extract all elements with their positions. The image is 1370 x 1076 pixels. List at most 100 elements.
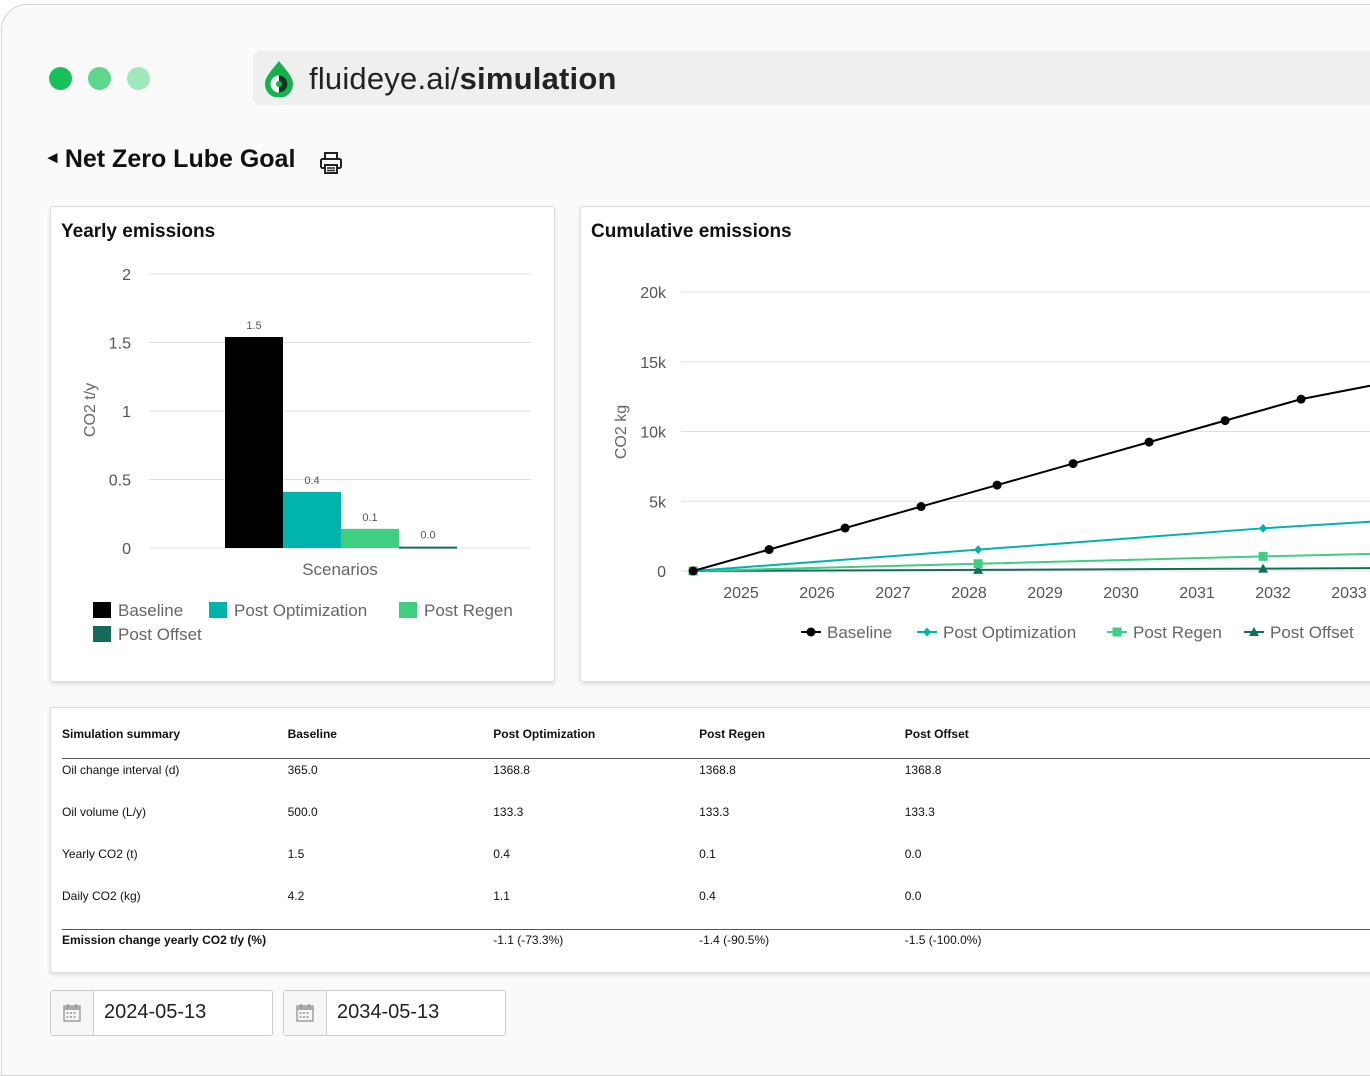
cumulative-emissions-chart: 0 5k 10k 15k 20k 2025 2026 2027 2028 2029 2030 2031…: [613, 285, 1370, 642]
yearly-emissions-title: Yearly emissions: [61, 221, 216, 242]
data-point-post-optimization: [1259, 523, 1268, 533]
table-cell: 133.3: [699, 805, 730, 819]
y-tick-label: 0: [657, 564, 666, 581]
bar-data-label: 1.5: [246, 320, 261, 332]
legend-label-post-optimization: Post Optimization: [943, 623, 1076, 642]
url-domain: fluideye.ai/: [309, 61, 460, 96]
y-tick-label: 0.5: [109, 473, 131, 490]
calendar-icon-button[interactable]: [51, 991, 94, 1035]
table-cell: -1.5 (-100.0%): [904, 929, 1370, 963]
table-header-cell: Post Offset: [904, 708, 1370, 759]
window-maximize-dot[interactable]: [127, 67, 150, 90]
y-tick-label: 5k: [649, 494, 667, 511]
end-date-picker[interactable]: 2034-05-13: [283, 990, 506, 1036]
table-row: Oil volume (L/y) 500.0 133.3 133.3 133.3: [62, 803, 1370, 845]
data-point-baseline: [1144, 437, 1154, 447]
table-cell: Yearly CO2 (t): [62, 847, 138, 861]
data-point-baseline: [992, 480, 1002, 490]
page-title-text: Net Zero Lube Goal: [64, 145, 296, 173]
end-date-value[interactable]: 2034-05-13: [337, 1001, 440, 1023]
yearly-legend-baseline[interactable]: Baseline: [93, 601, 183, 621]
table-cell: -1.1 (-73.3%): [493, 929, 700, 963]
yearly-emissions-card: Yearly emissions 0 0.5 1 1.5 2 CO2 t/y Scenari…: [50, 206, 555, 682]
legend-swatch: [399, 602, 417, 618]
url-path: simulation: [459, 61, 617, 96]
legend-label-post-regen: Post Regen: [1133, 623, 1222, 642]
table-cell: 0.1: [699, 847, 716, 861]
data-point-baseline: [1220, 416, 1230, 426]
legend-marker-post-optimization: [923, 627, 931, 637]
start-date-picker[interactable]: 2024-05-13: [50, 990, 273, 1036]
data-point-post-regen: [973, 559, 983, 569]
table-header-cell: Simulation summary: [62, 708, 288, 759]
window-close-dot[interactable]: [49, 67, 72, 90]
y-axis-label: CO2 t/y: [82, 383, 99, 437]
table-cell: 365.0: [287, 763, 318, 777]
table-header-cell: Post Optimization: [493, 708, 700, 759]
legend-label: Post Regen: [424, 601, 513, 620]
table-row: Daily CO2 (kg) 4.2 1.1 0.4 0.0: [62, 887, 1370, 930]
printer-icon[interactable]: [319, 151, 343, 175]
table-cell: 0.0: [904, 889, 922, 903]
legend-label: Post Offset: [118, 625, 202, 644]
cumulative-emissions-title: Cumulative emissions: [591, 221, 792, 242]
table-cell: 500.0: [287, 805, 318, 819]
cumulative-emissions-card: Cumulative emissions 0 5k 10k 15k 20k 2025 202…: [580, 206, 1370, 682]
table-cell: Daily CO2 (kg): [62, 889, 141, 903]
table-header-cell: Post Regen: [699, 708, 905, 759]
y-tick-label: 1: [122, 404, 131, 421]
x-tick-label: 2030: [1103, 585, 1139, 602]
url-text[interactable]: fluideye.ai/simulation: [309, 61, 617, 97]
table-cell: Oil change interval (d): [62, 763, 180, 777]
legend-marker-post-offset: [1249, 627, 1259, 636]
x-tick-label: 2025: [723, 585, 759, 602]
fluideye-logo-icon: [265, 61, 293, 97]
x-tick-label: 2028: [951, 585, 987, 602]
yearly-emissions-chart: 0 0.5 1 1.5 2 CO2 t/y Scenarios 1.5 0.4 0.1 0.0: [82, 267, 531, 579]
start-date-value[interactable]: 2024-05-13: [104, 1001, 207, 1023]
data-point-baseline: [688, 566, 698, 576]
series-line-baseline: [692, 384, 1370, 572]
yearly-legend-post-offset[interactable]: Post Offset: [93, 625, 202, 645]
address-bar[interactable]: fluideye.ai/simulation: [253, 51, 1370, 105]
calendar-icon-button[interactable]: [284, 991, 327, 1035]
table-cell: Oil volume (L/y): [62, 805, 147, 819]
simulation-summary-card: Simulation summary Baseline Post Optimiz…: [50, 707, 1370, 973]
legend-marker-baseline: [806, 627, 816, 637]
x-tick-label: 2031: [1179, 585, 1215, 602]
bar-post-optimization: [283, 491, 341, 548]
legend-swatch: [93, 602, 111, 618]
table-cell: 0.4: [699, 889, 716, 903]
legend-label: Post Optimization: [234, 601, 368, 620]
window-minimize-dot[interactable]: [88, 67, 111, 90]
y-tick-label: 15k: [640, 355, 667, 372]
data-point-baseline: [1296, 394, 1306, 404]
table-summary-row: Emission change yearly CO2 t/y (%) -1.1 …: [62, 929, 1370, 963]
table-row: Oil change interval (d) 365.0 1368.8 136…: [62, 759, 1370, 804]
y-tick-label: 2: [122, 267, 131, 284]
bar-data-label: 0.0: [420, 530, 435, 542]
data-point-baseline: [916, 502, 926, 512]
table-cell: Emission change yearly CO2 t/y (%): [62, 929, 288, 963]
calendar-icon: [63, 1004, 81, 1022]
y-tick-label: 20k: [640, 285, 667, 302]
table-cell: [287, 929, 494, 963]
legend-label-baseline: Baseline: [827, 623, 892, 642]
browser-window: fluideye.ai/simulation ◄ Net Zero Lube Go…: [1, 4, 1370, 1076]
simulation-summary-table: Simulation summary Baseline Post Optimiz…: [62, 708, 1370, 963]
calendar-icon: [296, 1004, 314, 1022]
bar-baseline: [225, 337, 283, 548]
table-cell: 1.1: [493, 889, 510, 903]
legend-swatch: [93, 626, 111, 642]
series-line-post-optimization: [693, 520, 1370, 572]
table-cell: 0.0: [904, 847, 922, 861]
back-arrow-icon[interactable]: ◄: [44, 148, 61, 168]
yearly-legend-post-optimization[interactable]: Post Optimization: [209, 601, 367, 621]
table-cell: 133.3: [904, 805, 935, 819]
table-cell: 1368.8: [699, 763, 736, 777]
yearly-legend-post-regen[interactable]: Post Regen: [399, 601, 513, 621]
x-tick-label: 2027: [875, 585, 911, 602]
data-point-post-optimization: [974, 545, 983, 555]
series-line-post-regen: [693, 552, 1370, 572]
page-title: ◄ Net Zero Lube Goal: [44, 145, 295, 174]
